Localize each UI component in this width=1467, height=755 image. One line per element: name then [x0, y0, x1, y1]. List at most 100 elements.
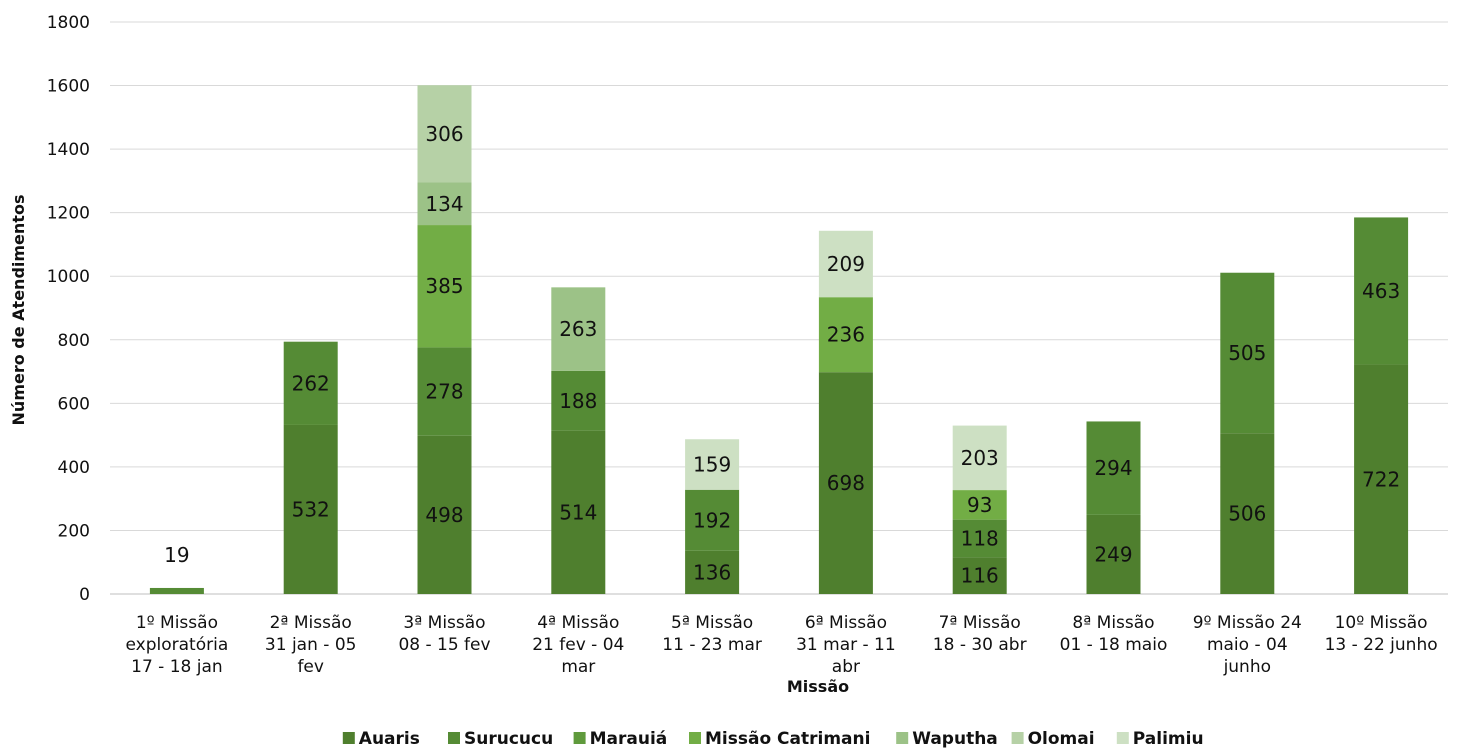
data-label: 506 — [1228, 502, 1266, 526]
y-tick-label: 600 — [58, 394, 90, 414]
legend-item: Missão Catrimani — [689, 729, 870, 749]
legend-swatch — [1011, 732, 1024, 744]
y-tick-label: 1600 — [47, 77, 90, 97]
legend-label: Marauiá — [590, 729, 668, 749]
data-label: 698 — [827, 471, 865, 495]
data-label: 134 — [425, 192, 463, 216]
bar-segment-surucucu — [1220, 272, 1275, 434]
bar-segment-missão-catrimani — [952, 490, 1007, 520]
data-label: 116 — [961, 564, 999, 588]
bar-segment-missão-catrimani — [417, 225, 472, 348]
data-label: 498 — [425, 503, 463, 527]
bar-segment-auaris — [685, 550, 740, 594]
legend-item: Auaris — [342, 729, 420, 749]
bar-segment-surucucu — [149, 587, 204, 594]
data-label: 249 — [1094, 542, 1132, 566]
bar-segment-palimiu — [685, 439, 740, 490]
x-axis-labels: 1º Missão exploratória 17 - 18 jan 2ª Missã… — [126, 613, 1438, 677]
data-labels: 19 532 262 498 278 385 134 306 514 188 263 136 192 15… — [164, 122, 1400, 588]
legend-label: Palimiu — [1133, 729, 1204, 749]
data-label: 463 — [1362, 279, 1400, 303]
data-label: 188 — [559, 389, 597, 413]
bar-segment-palimiu — [818, 230, 873, 298]
x-tick-label: 5ª Missão 11 - 23 mar — [662, 613, 762, 655]
y-tick-label: 1200 — [47, 204, 90, 224]
legend-swatch — [448, 732, 460, 744]
y-axis-ticks: 0 200 400 600 800 1000 1200 1400 1600 1800 — [47, 13, 90, 605]
bar-segment-surucucu — [417, 347, 472, 436]
y-axis-title: Número de Atendimentos — [9, 195, 28, 426]
data-label: 136 — [693, 560, 731, 584]
data-label: 278 — [425, 380, 463, 404]
legend-swatch — [342, 732, 355, 744]
bar-segment-auaris — [1086, 514, 1141, 594]
legend: Auaris Surucucu Marauiá Missão Catrimani Wap… — [342, 729, 1204, 749]
legend-swatch — [573, 732, 586, 744]
bar-segment-auaris — [1354, 364, 1409, 594]
bar-segment-auaris — [818, 372, 873, 594]
legend-item: Palimiu — [1116, 729, 1204, 749]
bar-segment-auaris — [551, 430, 606, 594]
x-tick-label: 4ª Missão 21 fev - 04 mar — [532, 613, 624, 677]
data-label: 209 — [827, 252, 865, 276]
x-axis-title: Missão — [787, 677, 849, 696]
y-tick-label: 400 — [58, 458, 90, 478]
x-tick-label: 2ª Missão 31 jan - 05 fev — [265, 613, 357, 677]
data-label: 306 — [425, 122, 463, 146]
legend-item: Olomai — [1011, 729, 1095, 749]
bar-segment-surucucu — [1086, 421, 1141, 515]
bar-segment-surucucu — [685, 489, 740, 551]
data-label: 505 — [1228, 341, 1266, 365]
legend-label: Missão Catrimani — [705, 729, 870, 749]
bar-segment-surucucu — [1354, 217, 1409, 365]
data-label: 93 — [967, 493, 992, 517]
y-tick-label: 1400 — [47, 140, 90, 160]
bar-segment-palimiu — [952, 425, 1007, 491]
legend-label: Surucucu — [464, 729, 553, 749]
bar-segment-olomai — [417, 85, 472, 183]
legend-swatch — [896, 732, 909, 744]
bar-segment-auaris — [417, 435, 472, 594]
x-tick-label: 8ª Missão 01 - 18 maio — [1060, 613, 1168, 655]
bars — [149, 85, 1409, 594]
x-tick-label: 7ª Missão 18 - 30 abr — [933, 613, 1027, 655]
bar-segment-surucucu — [952, 519, 1007, 558]
legend-label: Olomai — [1028, 729, 1095, 749]
legend-item: Surucucu — [448, 729, 553, 749]
y-tick-label: 200 — [58, 521, 90, 541]
legend-swatch — [689, 732, 701, 744]
data-label: 514 — [559, 500, 597, 524]
y-tick-label: 1000 — [47, 267, 90, 287]
legend-swatch — [1116, 732, 1129, 744]
bar-segment-missão-catrimani — [818, 297, 873, 373]
data-label: 118 — [961, 526, 999, 550]
legend-item: Waputha — [896, 729, 998, 749]
x-tick-label: 9º Missão 24 maio - 04 junho — [1193, 613, 1302, 677]
data-label: 203 — [961, 446, 999, 470]
data-label: 263 — [559, 317, 597, 341]
x-tick-label: 10º Missão 13 - 22 junho — [1325, 613, 1438, 655]
legend-item: Marauiá — [573, 729, 668, 749]
bar-segment-surucucu — [283, 341, 338, 425]
bar-segment-auaris — [283, 424, 338, 594]
x-tick-label: 6ª Missão 31 mar - 11 abr — [796, 613, 896, 677]
data-label: 294 — [1094, 456, 1132, 480]
y-tick-label: 0 — [79, 585, 90, 605]
data-label: 385 — [425, 274, 463, 298]
x-tick-label: 3ª Missão 08 - 15 fev — [398, 613, 490, 655]
y-tick-label: 1800 — [47, 13, 90, 33]
legend-label: Auaris — [359, 729, 420, 749]
data-label: 722 — [1362, 467, 1400, 491]
data-label: 192 — [693, 508, 731, 532]
bar-segment-auaris — [1220, 433, 1275, 594]
x-tick-label: 1º Missão exploratória 17 - 18 jan — [126, 613, 229, 677]
bar-segment-auaris — [952, 557, 1007, 594]
bar-segment-surucucu — [551, 370, 606, 431]
bar-segment-waputha — [417, 182, 472, 226]
y-tick-label: 800 — [58, 331, 90, 351]
data-label: 159 — [693, 453, 731, 477]
bar-segment-waputha — [551, 287, 606, 371]
data-label: 236 — [827, 323, 865, 347]
